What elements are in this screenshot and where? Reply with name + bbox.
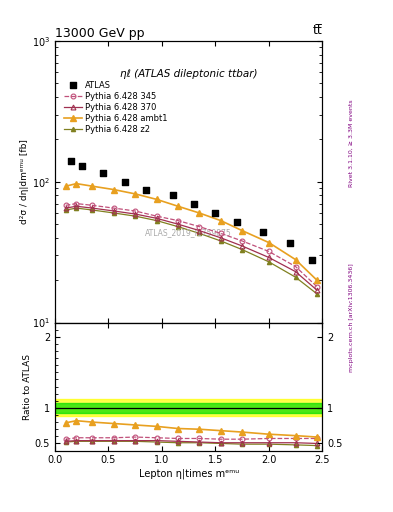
Pythia 6.428 370: [240, 243, 244, 249]
Line: Pythia 6.428 z2: Pythia 6.428 z2: [64, 206, 319, 296]
Pythia 6.428 z2: [219, 238, 223, 244]
Pythia 6.428 370: [197, 227, 202, 233]
Pythia 6.428 ambt1: [266, 240, 271, 246]
Pythia 6.428 370: [63, 205, 68, 211]
ATLAS: [260, 228, 266, 236]
ATLAS: [287, 239, 293, 247]
Pythia 6.428 z2: [197, 230, 202, 237]
Pythia 6.428 345: [90, 202, 95, 208]
ATLAS: [79, 162, 85, 170]
Legend: ATLAS, Pythia 6.428 345, Pythia 6.428 370, Pythia 6.428 ambt1, Pythia 6.428 z2: ATLAS, Pythia 6.428 345, Pythia 6.428 37…: [62, 79, 169, 136]
Pythia 6.428 370: [314, 287, 319, 293]
Pythia 6.428 ambt1: [176, 203, 180, 209]
ATLAS: [191, 200, 197, 208]
Pythia 6.428 ambt1: [293, 257, 298, 263]
Text: mcplots.cern.ch [arXiv:1306.3436]: mcplots.cern.ch [arXiv:1306.3436]: [349, 263, 354, 372]
Pythia 6.428 ambt1: [197, 210, 202, 216]
ATLAS: [212, 209, 219, 217]
ATLAS: [309, 255, 315, 264]
Pythia 6.428 345: [266, 248, 271, 254]
Text: ATLAS_2019_I1759875: ATLAS_2019_I1759875: [145, 228, 232, 237]
Line: Pythia 6.428 ambt1: Pythia 6.428 ambt1: [62, 181, 320, 283]
Pythia 6.428 ambt1: [154, 196, 159, 202]
Pythia 6.428 z2: [154, 218, 159, 224]
Pythia 6.428 z2: [133, 213, 138, 219]
Bar: [55, 403, 322, 413]
Pythia 6.428 ambt1: [314, 277, 319, 283]
Pythia 6.428 ambt1: [90, 183, 95, 189]
Pythia 6.428 370: [176, 221, 180, 227]
Bar: [55, 399, 322, 416]
ATLAS: [100, 169, 106, 177]
Pythia 6.428 z2: [240, 246, 244, 252]
Pythia 6.428 370: [74, 203, 79, 209]
Pythia 6.428 z2: [63, 207, 68, 213]
Pythia 6.428 370: [219, 234, 223, 241]
Pythia 6.428 370: [293, 269, 298, 275]
Pythia 6.428 345: [63, 202, 68, 208]
Pythia 6.428 z2: [293, 274, 298, 280]
Pythia 6.428 z2: [314, 291, 319, 297]
Line: Pythia 6.428 370: Pythia 6.428 370: [63, 204, 320, 292]
ATLAS: [233, 218, 240, 226]
Pythia 6.428 ambt1: [74, 181, 79, 187]
ATLAS: [68, 157, 74, 165]
Y-axis label: d²σ / dη|dmᵉᵐᵘ [fb]: d²σ / dη|dmᵉᵐᵘ [fb]: [20, 139, 29, 224]
Text: Rivet 3.1.10, ≥ 3.3M events: Rivet 3.1.10, ≥ 3.3M events: [349, 99, 354, 187]
Pythia 6.428 ambt1: [240, 227, 244, 233]
Pythia 6.428 370: [133, 211, 138, 217]
Pythia 6.428 345: [240, 238, 244, 244]
Pythia 6.428 z2: [176, 224, 180, 230]
X-axis label: Lepton η|times mᵉᵐᵘ: Lepton η|times mᵉᵐᵘ: [138, 468, 239, 479]
Text: 13000 GeV pp: 13000 GeV pp: [55, 27, 145, 40]
Text: tt̅: tt̅: [312, 24, 322, 37]
Pythia 6.428 ambt1: [133, 191, 138, 197]
ATLAS: [169, 191, 176, 200]
Pythia 6.428 ambt1: [63, 183, 68, 189]
Pythia 6.428 370: [90, 205, 95, 211]
Pythia 6.428 ambt1: [112, 186, 116, 193]
Pythia 6.428 z2: [90, 207, 95, 213]
Pythia 6.428 370: [112, 208, 116, 214]
ATLAS: [143, 186, 149, 195]
ATLAS: [121, 178, 128, 186]
Pythia 6.428 345: [219, 230, 223, 237]
Pythia 6.428 370: [154, 215, 159, 221]
Pythia 6.428 z2: [74, 205, 79, 211]
Pythia 6.428 345: [176, 218, 180, 224]
Pythia 6.428 z2: [266, 259, 271, 265]
Pythia 6.428 z2: [112, 210, 116, 216]
Pythia 6.428 ambt1: [219, 218, 223, 224]
Y-axis label: Ratio to ATLAS: Ratio to ATLAS: [23, 354, 32, 419]
Pythia 6.428 345: [293, 264, 298, 270]
Pythia 6.428 345: [74, 201, 79, 207]
Pythia 6.428 345: [314, 284, 319, 290]
Text: ηℓ (ATLAS dileptonic ttbar): ηℓ (ATLAS dileptonic ttbar): [120, 69, 257, 79]
Pythia 6.428 345: [197, 224, 202, 230]
Pythia 6.428 370: [266, 254, 271, 261]
Pythia 6.428 345: [112, 205, 116, 211]
Pythia 6.428 345: [154, 213, 159, 219]
Line: Pythia 6.428 345: Pythia 6.428 345: [63, 201, 320, 289]
Pythia 6.428 345: [133, 208, 138, 214]
